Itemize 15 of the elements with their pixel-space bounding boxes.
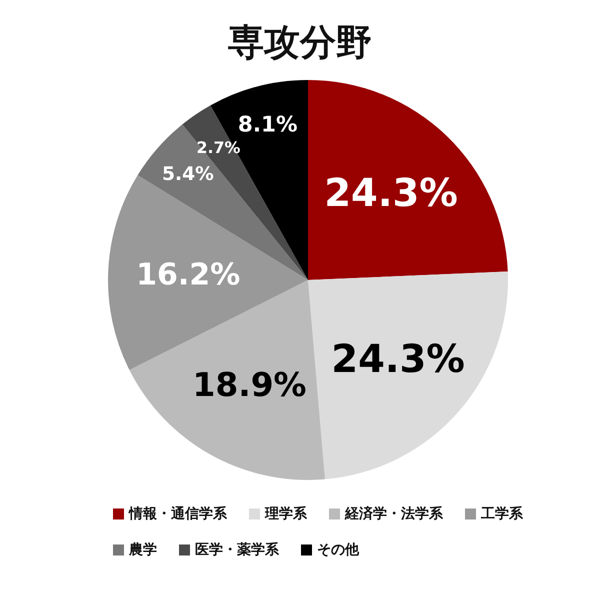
legend-label: その他 (317, 542, 360, 558)
data-label: 8.1% (238, 112, 298, 138)
legend-label: 理学系 (264, 506, 308, 522)
legend-label: 工学系 (480, 506, 524, 522)
data-label: 18.9% (192, 366, 306, 404)
data-label: 16.2% (136, 257, 240, 292)
legend-label: 経済学・法学系 (344, 505, 444, 522)
legend-label: 医学・薬学系 (195, 542, 280, 558)
legend-label: 農学 (128, 542, 157, 558)
data-label: 2.7% (196, 138, 240, 157)
data-label: 24.3% (331, 336, 465, 382)
legend-label: 情報・通信学系 (128, 505, 228, 522)
data-label: 24.3% (324, 170, 458, 216)
data-label: 5.4% (162, 164, 214, 185)
chart-title: 専攻分野 (228, 22, 372, 64)
